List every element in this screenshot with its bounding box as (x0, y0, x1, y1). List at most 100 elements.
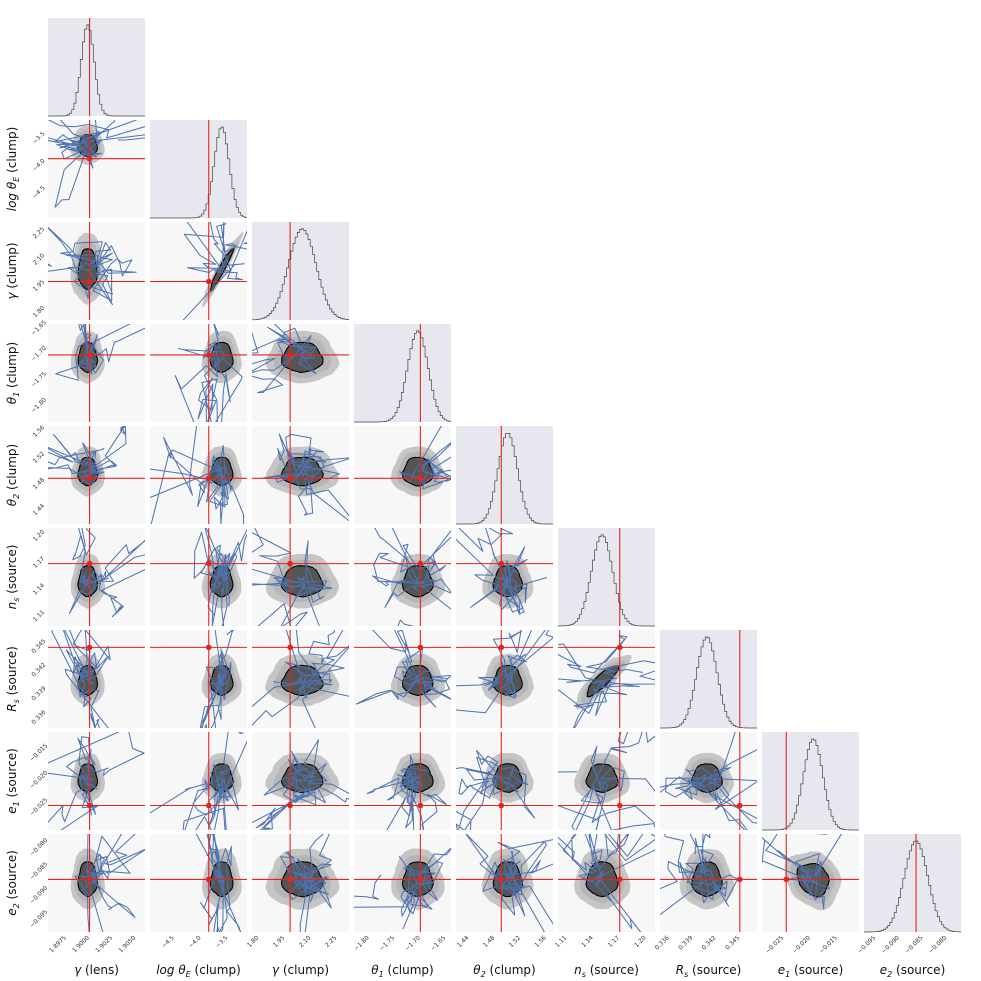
y-tick-label: −1.80 (30, 396, 48, 414)
x-tick-label: 2.10 (298, 934, 313, 949)
scatter-panel-2-0 (48, 222, 145, 320)
scatter-panel-6-4 (456, 630, 553, 728)
y-tick-label: 2.25 (32, 226, 47, 241)
chain-trace (399, 426, 451, 490)
x-tick-label: 1.8975 (48, 934, 68, 954)
hist-panel-2 (252, 222, 349, 321)
y-tick-label: −0.015 (29, 742, 50, 763)
chain-trace (48, 426, 127, 487)
x-tick-label: −3.5 (214, 934, 229, 949)
scatter-panel-6-5 (558, 630, 655, 728)
scatter-panel-3-0 (48, 324, 145, 422)
x-axis-label: e2 (source) (880, 963, 946, 979)
scatter-panel-5-4 (456, 528, 553, 626)
histogram-steps (252, 228, 349, 321)
truth-point (287, 644, 293, 651)
y-tick-label: 1.48 (32, 476, 47, 491)
x-axis-label: log θE (clump) (156, 963, 241, 979)
chain-trace (465, 834, 553, 932)
scatter-panel-7-4 (456, 732, 553, 830)
chain-trace (195, 834, 242, 932)
chain-trace (252, 630, 349, 728)
y-axis-label: θ1 (clump) (5, 342, 21, 404)
hist-background (558, 528, 655, 626)
y-axis-label: ns (source) (5, 545, 21, 610)
y-tick-label: 0.336 (30, 709, 47, 726)
y-tick-label: 1.44 (32, 503, 47, 518)
y-tick-label: −4.0 (31, 157, 46, 172)
x-tick-label: 1.44 (456, 934, 471, 949)
truth-point (736, 876, 743, 883)
scatter-panel-4-1 (150, 426, 247, 524)
truth-point (287, 876, 293, 883)
x-tick-label: −1.80 (353, 934, 371, 952)
x-tick-label: −1.75 (378, 934, 396, 952)
truth-point (205, 560, 212, 567)
chain-trace (558, 635, 655, 728)
x-axis-label: ns (source) (574, 963, 639, 979)
y-tick-label: −4.5 (31, 185, 46, 200)
y-tick-label: 0.342 (30, 661, 47, 678)
x-tick-label: 1.20 (633, 934, 648, 949)
truth-point (417, 802, 424, 809)
chain-trace (356, 630, 451, 708)
truth-point (86, 352, 93, 358)
scatter-panel-8-1 (150, 834, 247, 932)
x-tick-label: −1.70 (404, 934, 422, 952)
x-tick-label: −1.65 (429, 934, 447, 952)
hist-panel-7 (762, 732, 859, 831)
x-tick-label: 1.56 (534, 934, 549, 949)
hist-background (252, 222, 349, 320)
truth-point (498, 876, 505, 883)
x-axis-label: Rs (source) (676, 963, 742, 979)
scatter-panel-2-1 (150, 222, 247, 320)
histogram-steps (48, 24, 145, 117)
chain-trace (354, 847, 451, 930)
y-axis-label: e2 (source) (5, 850, 21, 916)
scatter-panel-5-2 (252, 528, 349, 626)
hist-panel-6 (660, 630, 757, 729)
scatter-panel-4-2 (252, 426, 349, 524)
scatter-panel-3-1 (150, 324, 247, 422)
truth-point (205, 278, 212, 285)
chain-trace (366, 755, 447, 830)
y-tick-label: 1.80 (32, 305, 47, 320)
x-axis-label: γ (clump) (272, 963, 329, 977)
truth-point (498, 802, 505, 809)
y-tick-label: −1.75 (30, 371, 48, 389)
scatter-panel-4-3 (354, 426, 451, 524)
truth-point (783, 876, 790, 883)
histogram-steps (456, 433, 553, 525)
x-tick-label: 0.342 (701, 934, 718, 951)
y-tick-label: 1.56 (32, 424, 47, 439)
y-tick-label: −1.65 (30, 319, 48, 337)
scatter-panel-8-7 (762, 834, 859, 932)
histogram-steps (354, 330, 451, 423)
y-axis-label: e1 (source) (5, 748, 21, 814)
truth-point (417, 475, 424, 482)
x-tick-label: 0.336 (654, 934, 671, 951)
y-axis-label: Rs (source) (5, 646, 21, 712)
hist-panel-1 (150, 120, 247, 219)
scatter-panel-6-0 (48, 630, 145, 728)
x-tick-label: −0.020 (791, 934, 812, 955)
truth-point (86, 876, 93, 883)
x-tick-label: 1.14 (580, 934, 595, 949)
histogram-steps (762, 738, 859, 831)
chain-trace (182, 222, 247, 320)
truth-point (205, 644, 212, 651)
truth-point (498, 644, 505, 651)
chain-trace (252, 528, 333, 626)
x-tick-label: 1.9000 (71, 934, 91, 954)
truth-point (498, 560, 505, 567)
x-tick-label: 1.11 (554, 934, 569, 949)
truth-point (86, 802, 93, 809)
x-tick-label: 0.339 (677, 934, 694, 951)
truth-point (86, 278, 93, 285)
histogram-steps (558, 534, 655, 627)
hist-background (456, 426, 553, 524)
chain-trace (252, 739, 349, 830)
y-tick-label: −0.090 (29, 885, 50, 906)
scatter-panel-5-0 (48, 528, 145, 626)
